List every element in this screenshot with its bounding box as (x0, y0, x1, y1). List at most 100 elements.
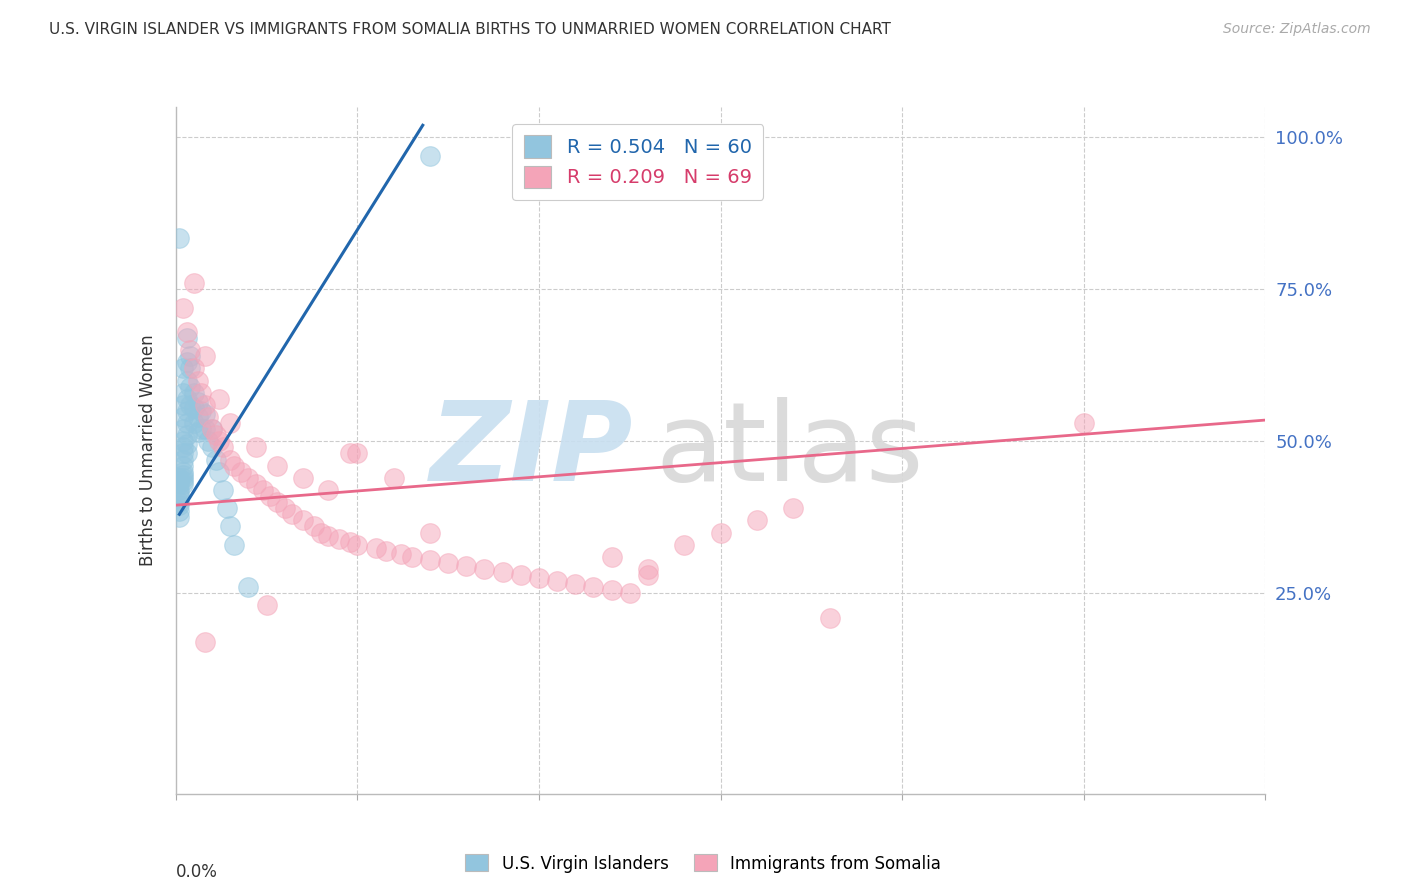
Point (176, 428, 198, 442)
Point (419, 149, 441, 163)
Point (238, 580, 260, 594)
Point (328, 532, 350, 546)
Point (208, 465, 231, 479)
Point (176, 331, 198, 345)
Point (176, 374, 198, 388)
Point (222, 538, 245, 552)
Point (194, 635, 217, 649)
Point (201, 441, 224, 455)
Point (637, 568, 659, 582)
Point (183, 416, 205, 430)
Point (172, 301, 194, 315)
Point (382, 471, 405, 485)
Legend: U.S. Virgin Islanders, Immigrants from Somalia: U.S. Virgin Islanders, Immigrants from S… (458, 847, 948, 880)
Point (169, 474, 191, 488)
Point (169, 483, 191, 497)
Point (673, 538, 696, 552)
Point (172, 410, 194, 425)
Point (346, 446, 368, 460)
Point (179, 398, 201, 412)
Point (183, 385, 205, 400)
Point (238, 471, 260, 485)
Point (183, 361, 205, 376)
Point (172, 422, 194, 436)
Point (318, 483, 340, 497)
Point (172, 476, 194, 491)
Point (172, 467, 194, 482)
Point (172, 452, 194, 467)
Point (201, 422, 224, 436)
Point (176, 416, 198, 430)
Point (389, 547, 412, 561)
Text: 0.0%: 0.0% (176, 863, 218, 880)
Text: ZIP: ZIP (430, 397, 633, 504)
Point (256, 599, 278, 613)
Point (222, 458, 245, 473)
Point (401, 549, 423, 564)
Point (600, 583, 623, 598)
Point (186, 410, 209, 425)
Point (782, 501, 804, 516)
Point (183, 277, 205, 291)
Point (208, 392, 231, 406)
Point (197, 410, 219, 425)
Text: Source: ZipAtlas.com: Source: ZipAtlas.com (1223, 22, 1371, 37)
Point (546, 574, 568, 589)
Point (1291, 513, 1313, 527)
Point (745, 513, 768, 527)
Point (212, 483, 235, 497)
Point (172, 385, 194, 400)
Point (245, 476, 267, 491)
Point (172, 361, 194, 376)
Legend: R = 0.504   N = 60, R = 0.209   N = 69: R = 0.504 N = 60, R = 0.209 N = 69 (512, 124, 763, 200)
Point (172, 434, 194, 449)
Point (169, 510, 191, 524)
Point (339, 446, 361, 460)
Point (197, 434, 219, 449)
Point (179, 379, 201, 393)
Point (172, 398, 194, 412)
Point (204, 452, 226, 467)
Point (419, 525, 441, 540)
Point (201, 422, 224, 436)
Point (600, 549, 623, 564)
Point (266, 495, 288, 509)
Point (474, 562, 496, 576)
Point (215, 501, 238, 516)
Point (176, 392, 198, 406)
Point (266, 458, 288, 473)
Point (169, 486, 191, 500)
Point (818, 610, 841, 624)
Point (245, 441, 267, 455)
Point (179, 349, 201, 363)
Point (194, 398, 217, 412)
Point (169, 490, 191, 504)
Point (492, 565, 515, 579)
Point (619, 586, 641, 600)
Point (176, 325, 198, 339)
Point (212, 441, 235, 455)
Point (169, 495, 191, 509)
Point (169, 471, 191, 485)
Point (176, 404, 198, 418)
Point (190, 404, 212, 418)
Point (172, 458, 194, 473)
Point (172, 474, 194, 488)
Point (710, 525, 733, 540)
Point (194, 422, 217, 436)
Point (375, 543, 398, 558)
Point (419, 553, 441, 567)
Point (186, 425, 209, 440)
Point (194, 349, 217, 363)
Point (456, 558, 478, 573)
Point (564, 577, 586, 591)
Point (169, 231, 191, 245)
Y-axis label: Births to Unmarried Women: Births to Unmarried Women (139, 334, 157, 566)
Point (172, 441, 194, 455)
Point (208, 434, 231, 449)
Point (172, 465, 194, 479)
Point (309, 525, 332, 540)
Point (176, 446, 198, 460)
Point (231, 465, 253, 479)
Point (172, 446, 194, 460)
